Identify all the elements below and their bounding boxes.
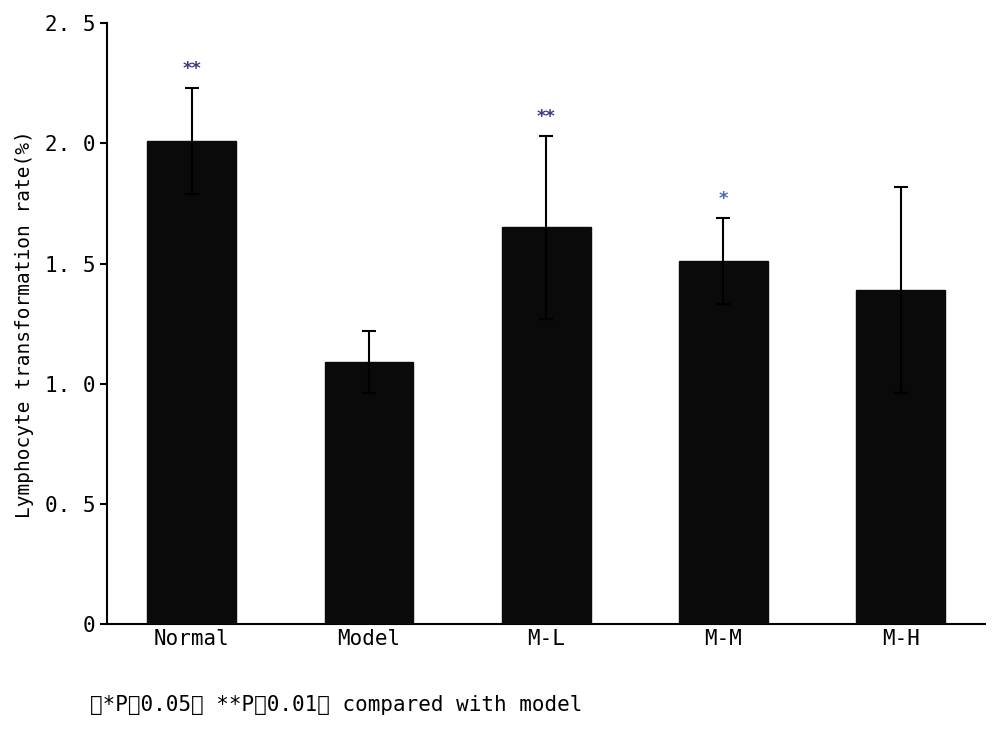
Text: 注*P＜0.05， **P＜0.01， compared with model: 注*P＜0.05， **P＜0.01， compared with model (90, 696, 582, 715)
Text: *: * (719, 191, 728, 208)
Bar (325, 362, 413, 624)
Bar (679, 261, 768, 624)
Text: **: ** (537, 109, 556, 126)
Bar (856, 290, 945, 624)
Text: **: ** (182, 61, 201, 78)
Bar (147, 141, 236, 624)
Bar (502, 228, 591, 624)
Y-axis label: Lymphocyte transformation rate(%): Lymphocyte transformation rate(%) (15, 130, 34, 518)
